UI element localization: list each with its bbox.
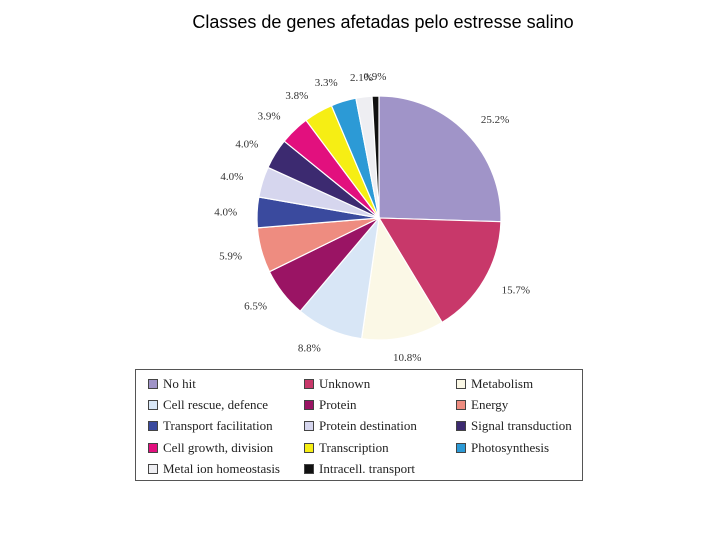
- pie-slice-unknown: [377, 217, 502, 324]
- pie-slice-no-hit: [378, 95, 502, 223]
- legend-label: Metabolism: [471, 376, 534, 391]
- legend-swatch: [148, 379, 158, 389]
- legend-item-transcription: Transcription: [304, 440, 389, 456]
- legend-item-intracell-transport: Intracell. transport: [304, 461, 415, 477]
- legend-swatch: [456, 443, 466, 453]
- legend-swatch: [456, 379, 466, 389]
- pie-label-intracell-transport: 0.9%: [363, 71, 386, 83]
- legend-swatch: [148, 421, 158, 431]
- pie-label-unknown: 15.7%: [502, 285, 530, 297]
- legend-item-metabolism: Metabolism: [456, 376, 533, 392]
- legend-label: Protein destination: [319, 418, 417, 433]
- pie-label-transport-facilitation: 4.0%: [214, 207, 237, 219]
- pie-label-protein-destination: 4.0%: [220, 171, 243, 183]
- pie-label-protein: 6.5%: [244, 300, 267, 312]
- legend-swatch: [456, 400, 466, 410]
- pie-label-signal-transduction: 4.0%: [235, 138, 258, 150]
- legend-item-signal-transduction: Signal transduction: [456, 418, 572, 434]
- pie-slice-intracell-transport: [371, 95, 380, 219]
- pie-value-labels: 25.2% 15.7% 10.8% 8.8% 6.5% 5.9% 4.0% 4.0% 4.0% 3…: [214, 71, 530, 364]
- pie-slices: [256, 95, 502, 341]
- legend-swatch: [304, 464, 314, 474]
- legend-item-cell-growth-division: Cell growth, division: [148, 440, 273, 456]
- legend-swatch: [304, 400, 314, 410]
- legend-label: Cell growth, division: [163, 440, 274, 455]
- legend-label: No hit: [163, 376, 196, 391]
- legend-item-protein-destination: Protein destination: [304, 418, 417, 434]
- pie-label-no-hit: 25.2%: [481, 114, 509, 126]
- legend-label: Unknown: [319, 376, 371, 391]
- legend-label: Signal transduction: [471, 418, 572, 433]
- chart-legend: No hit Cell rescue, defence Transport faci…: [135, 369, 583, 481]
- legend-label: Metal ion homeostasis: [163, 461, 280, 476]
- legend-label: Intracell. transport: [319, 461, 416, 476]
- legend-swatch: [148, 443, 158, 453]
- legend-item-metal-ion-homeostasis: Metal ion homeostasis: [148, 461, 280, 477]
- pie-label-cell-rescue-defence: 8.8%: [298, 343, 321, 355]
- pie-label-photosynthesis: 3.3%: [315, 77, 338, 89]
- pie-label-metabolism: 10.8%: [393, 352, 421, 364]
- chart-title: Classes de genes afetadas pelo estresse …: [192, 12, 574, 32]
- pie-label-energy: 5.9%: [219, 251, 242, 263]
- pie-slice-metabolism: [360, 216, 443, 341]
- legend-item-photosynthesis: Photosynthesis: [456, 440, 549, 456]
- pie-label-cell-growth-division: 3.9%: [258, 111, 281, 123]
- legend-swatch: [304, 443, 314, 453]
- legend-item-protein: Protein: [304, 397, 357, 413]
- legend-swatch: [304, 379, 314, 389]
- legend-label: Cell rescue, defence: [163, 397, 269, 412]
- pie-label-transcription: 3.8%: [285, 90, 308, 102]
- legend-item-transport-facilitation: Transport facilitation: [148, 418, 273, 434]
- pie-label-metal-ion-homeostasis: 2.1%: [350, 72, 373, 84]
- legend-item-cell-rescue-defence: Cell rescue, defence: [148, 397, 268, 413]
- legend-item-no-hit: No hit: [148, 376, 196, 392]
- legend-label: Transport facilitation: [163, 418, 273, 433]
- legend-label: Photosynthesis: [471, 440, 550, 455]
- legend-label: Protein: [319, 397, 357, 412]
- legend-label: Transcription: [319, 440, 389, 455]
- legend-swatch: [304, 421, 314, 431]
- legend-item-unknown: Unknown: [304, 376, 370, 392]
- legend-swatch: [148, 400, 158, 410]
- legend-label: Energy: [471, 397, 509, 412]
- legend-item-energy: Energy: [456, 397, 508, 413]
- legend-swatch: [456, 421, 466, 431]
- legend-swatch: [148, 464, 158, 474]
